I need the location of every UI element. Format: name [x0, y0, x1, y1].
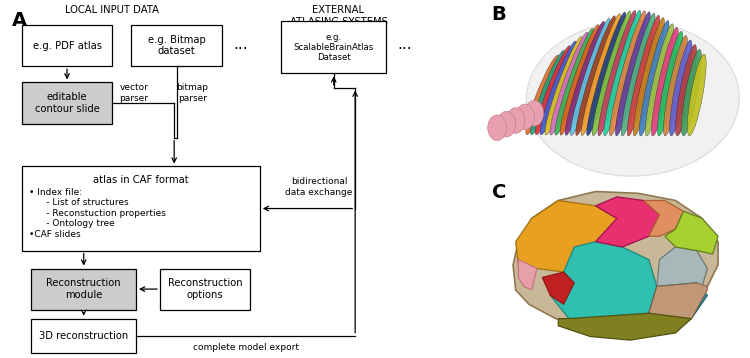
Text: e.g. PDF atlas: e.g. PDF atlas [32, 41, 101, 50]
Ellipse shape [506, 108, 525, 133]
Polygon shape [518, 260, 537, 290]
Ellipse shape [540, 41, 577, 135]
FancyBboxPatch shape [22, 82, 112, 124]
Text: Reconstruction
module: Reconstruction module [46, 278, 121, 300]
Text: C: C [492, 183, 506, 202]
Ellipse shape [676, 45, 697, 136]
FancyBboxPatch shape [32, 268, 136, 310]
Ellipse shape [592, 11, 631, 136]
Ellipse shape [687, 54, 706, 136]
Polygon shape [513, 192, 718, 326]
Text: 3D reconstruction: 3D reconstruction [39, 331, 128, 340]
Polygon shape [516, 200, 616, 272]
Text: ...: ... [233, 37, 248, 52]
Ellipse shape [536, 46, 571, 135]
Text: ...: ... [398, 37, 412, 52]
Text: LOCAL INPUT DATA: LOCAL INPUT DATA [65, 5, 159, 15]
Polygon shape [558, 313, 692, 340]
Text: bidirectional
data exchange: bidirectional data exchange [286, 177, 352, 197]
Text: e.g. Bitmap
dataset: e.g. Bitmap dataset [148, 35, 206, 57]
Polygon shape [630, 283, 707, 326]
Ellipse shape [530, 50, 565, 135]
Ellipse shape [645, 24, 674, 136]
Polygon shape [664, 211, 718, 254]
Ellipse shape [526, 55, 559, 135]
FancyBboxPatch shape [281, 21, 386, 73]
Ellipse shape [610, 11, 646, 136]
Text: B: B [492, 5, 506, 24]
Ellipse shape [633, 18, 664, 136]
Polygon shape [630, 283, 707, 326]
Ellipse shape [497, 111, 516, 137]
Ellipse shape [604, 10, 640, 136]
Ellipse shape [658, 32, 682, 136]
FancyBboxPatch shape [131, 25, 222, 66]
Ellipse shape [545, 37, 582, 135]
Ellipse shape [615, 12, 650, 136]
FancyBboxPatch shape [32, 319, 136, 353]
Text: • Index file:
      - List of structures
      - Reconstuction properties
      : • Index file: - List of structures - Rec… [29, 188, 166, 238]
Ellipse shape [555, 28, 594, 135]
Ellipse shape [526, 21, 740, 176]
Polygon shape [596, 197, 659, 247]
Ellipse shape [639, 20, 669, 136]
Ellipse shape [550, 32, 588, 135]
Ellipse shape [488, 115, 506, 141]
Ellipse shape [581, 14, 620, 136]
Ellipse shape [516, 104, 534, 130]
Text: e.g.
ScalableBrainAtlas
Dataset: e.g. ScalableBrainAtlas Dataset [293, 33, 374, 62]
Polygon shape [644, 200, 683, 236]
Ellipse shape [560, 25, 599, 135]
Ellipse shape [525, 100, 544, 126]
Text: vector
parser: vector parser [119, 83, 148, 103]
Ellipse shape [621, 13, 655, 136]
Text: A: A [12, 11, 28, 30]
Ellipse shape [670, 40, 692, 136]
Text: Reconstruction
options: Reconstruction options [168, 278, 242, 300]
Ellipse shape [664, 35, 688, 136]
Text: EXTERNAL
ATLASING SYSTEMS: EXTERNAL ATLASING SYSTEMS [290, 5, 388, 27]
FancyBboxPatch shape [22, 25, 112, 66]
Polygon shape [542, 272, 574, 304]
Ellipse shape [652, 28, 678, 136]
Text: atlas in CAF format: atlas in CAF format [93, 175, 189, 185]
FancyBboxPatch shape [22, 166, 260, 251]
Ellipse shape [682, 49, 701, 136]
Ellipse shape [566, 21, 604, 135]
Ellipse shape [627, 15, 660, 136]
Ellipse shape [586, 12, 626, 136]
Ellipse shape [598, 10, 636, 136]
Text: complete model export: complete model export [193, 343, 298, 352]
Ellipse shape [571, 18, 610, 135]
Polygon shape [657, 247, 707, 301]
Ellipse shape [576, 16, 616, 135]
Text: editable
contour slide: editable contour slide [34, 92, 100, 114]
Text: bitmap
parser: bitmap parser [176, 83, 209, 103]
Polygon shape [550, 242, 657, 322]
FancyBboxPatch shape [160, 268, 250, 310]
